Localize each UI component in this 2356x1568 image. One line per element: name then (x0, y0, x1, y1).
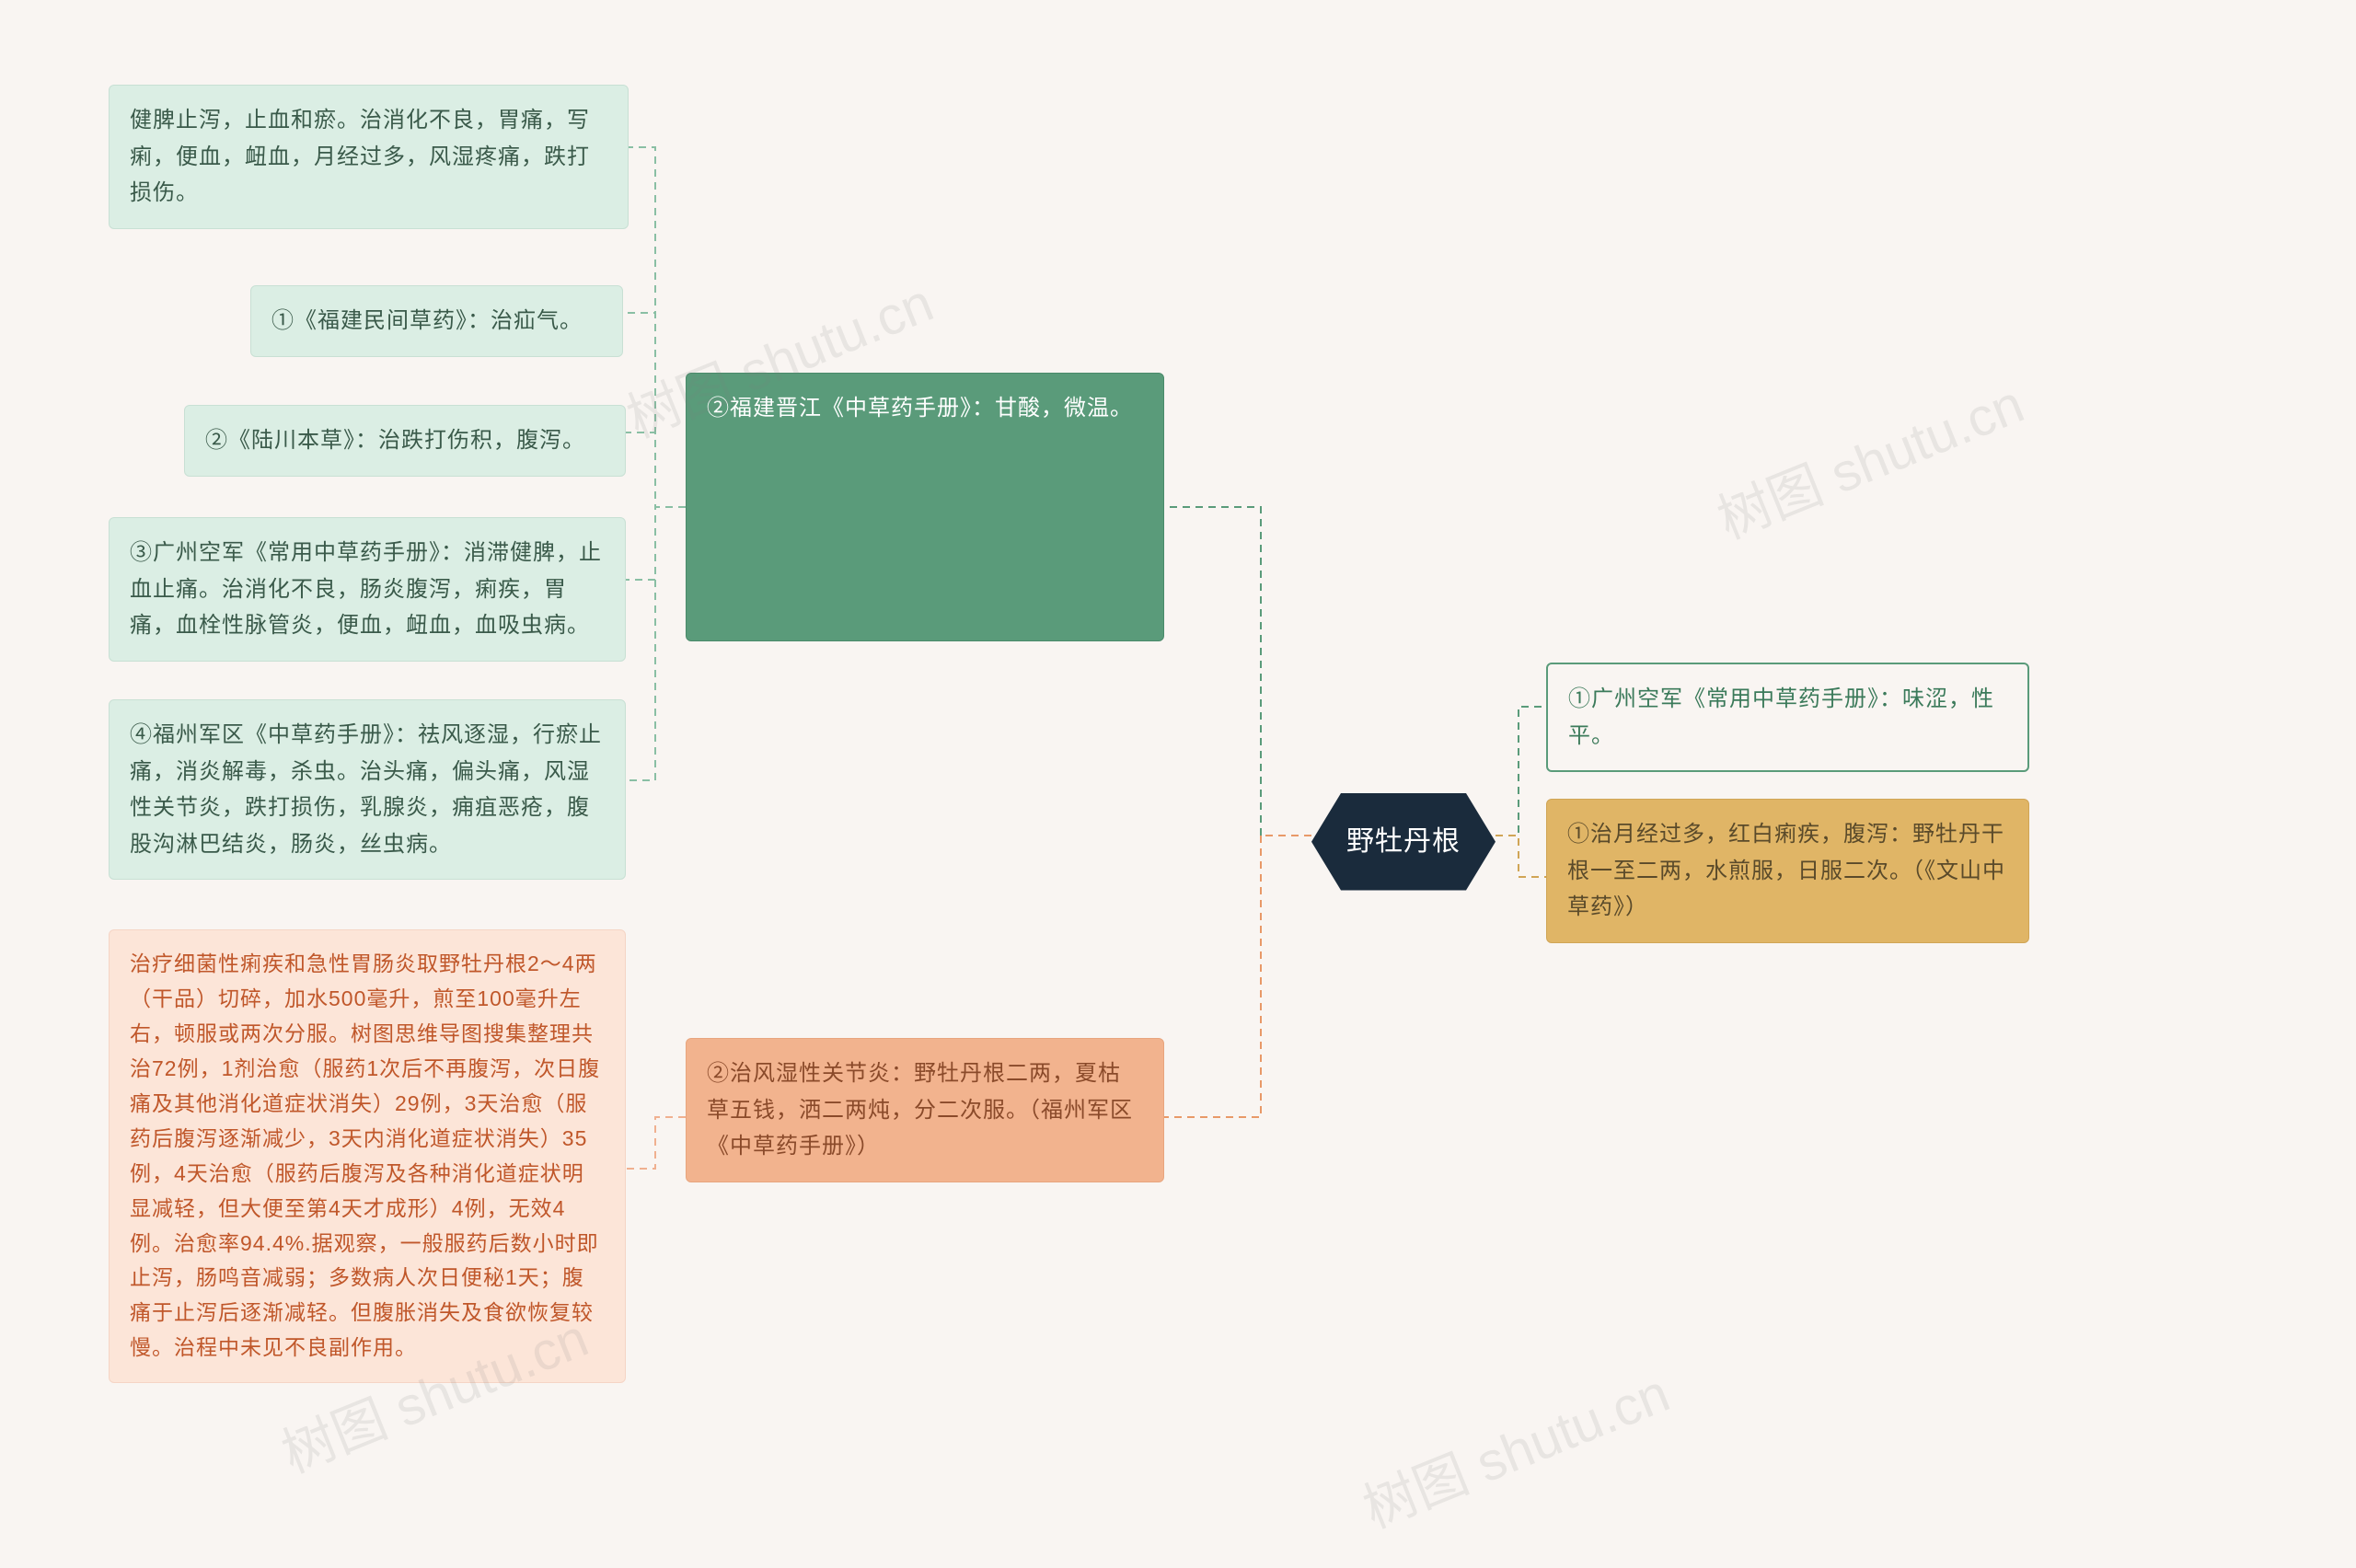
right-node-2-text: ①治月经过多，红白痢疾，腹泻：野牡丹干根一至二两，水煎服，日服二次。（《文山中草… (1567, 822, 2005, 919)
left-leaf-2-text: ①《福建民间草药》：治疝气。 (271, 308, 583, 333)
mindmap-canvas: 野牡丹根 ①广州空军《常用中草药手册》：味涩，性平。 ①治月经过多，红白痢疾，腹… (0, 0, 2356, 1568)
right-node-1-text: ①广州空军《常用中草药手册》：味涩，性平。 (1568, 686, 1994, 748)
left-leaf-4-text: ③广州空军《常用中草药手册》：消滞健脾，止血止痛。治消化不良，肠炎腹泻，痢疾，胃… (130, 540, 602, 638)
left-leaf-2[interactable]: ①《福建民间草药》：治疝气。 (250, 285, 623, 357)
watermark: 树图 shutu.cn (1704, 361, 2033, 554)
mid-orange-node[interactable]: ②治风湿性关节炎：野牡丹根二两，夏枯草五钱，洒二两炖，分二次服。（福州军区《中草… (686, 1038, 1164, 1182)
left-leaf-5[interactable]: ④福州军区《中草药手册》：祛风逐湿，行瘀止痛，消炎解毒，杀虫。治头痛，偏头痛，风… (109, 699, 626, 880)
left-leaf-1-text: 健脾止泻，止血和瘀。治消化不良，胃痛，写痢，便血，衄血，月经过多，风湿疼痛，跌打… (130, 108, 590, 205)
left-leaf-3[interactable]: ②《陆川本草》：治跌打伤积，腹泻。 (184, 405, 626, 477)
right-node-2[interactable]: ①治月经过多，红白痢疾，腹泻：野牡丹干根一至二两，水煎服，日服二次。（《文山中草… (1546, 799, 2029, 943)
watermark: 树图 shutu.cn (1350, 1350, 1679, 1543)
mid-green-text: ②福建晋江《中草药手册》：甘酸，微温。 (707, 396, 1133, 421)
left-orange-text: 治疗细菌性痢疾和急性胃肠炎取野牡丹根2～4两（干品）切碎，加水500毫升，煎至1… (130, 951, 600, 1359)
right-node-1[interactable]: ①广州空军《常用中草药手册》：味涩，性平。 (1546, 663, 2029, 772)
left-leaf-5-text: ④福州军区《中草药手册》：祛风逐湿，行瘀止痛，消炎解毒，杀虫。治头痛，偏头痛，风… (130, 722, 602, 857)
left-leaf-4[interactable]: ③广州空军《常用中草药手册》：消滞健脾，止血止痛。治消化不良，肠炎腹泻，痢疾，胃… (109, 517, 626, 662)
left-orange-leaf[interactable]: 治疗细菌性痢疾和急性胃肠炎取野牡丹根2～4两（干品）切碎，加水500毫升，煎至1… (109, 929, 626, 1383)
root-node[interactable]: 野牡丹根 (1311, 793, 1496, 891)
mid-green-node[interactable]: ②福建晋江《中草药手册》：甘酸，微温。 (686, 373, 1164, 641)
left-leaf-3-text: ②《陆川本草》：治跌打伤积，腹泻。 (205, 428, 585, 453)
left-leaf-1[interactable]: 健脾止泻，止血和瘀。治消化不良，胃痛，写痢，便血，衄血，月经过多，风湿疼痛，跌打… (109, 85, 629, 229)
root-label: 野牡丹根 (1346, 826, 1461, 857)
mid-orange-text: ②治风湿性关节炎：野牡丹根二两，夏枯草五钱，洒二两炖，分二次服。（福州军区《中草… (707, 1061, 1133, 1159)
